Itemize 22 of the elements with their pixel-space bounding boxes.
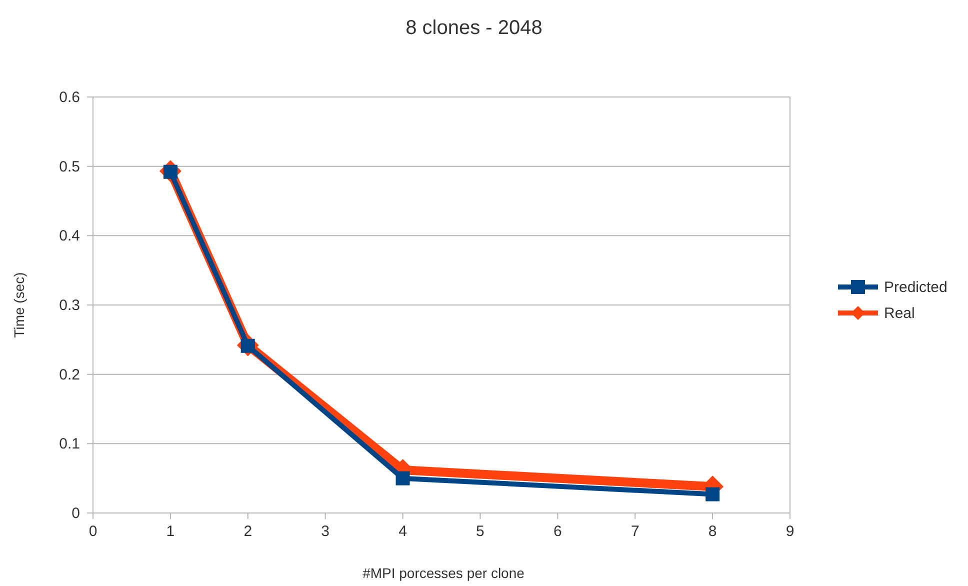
- chart-title: 8 clones - 2048: [406, 17, 542, 39]
- x-tick-label: 4: [398, 523, 407, 540]
- x-tick-label: 6: [553, 523, 562, 540]
- x-tick-label: 0: [88, 523, 98, 540]
- y-tick-label: 0: [72, 505, 80, 522]
- y-tick-label: 0.6: [59, 89, 80, 106]
- x-tick-label: 5: [476, 523, 484, 540]
- x-axis-title: #MPI porcesses per clone: [362, 565, 525, 581]
- y-tick-label: 0.5: [59, 158, 80, 176]
- y-tick-label: 0.1: [59, 436, 80, 453]
- x-tick-label: 1: [166, 523, 175, 540]
- x-tick-label: 3: [321, 523, 330, 540]
- legend-label: Real: [884, 305, 915, 322]
- legend-label: Predicted: [884, 279, 948, 296]
- x-tick-label: 9: [786, 523, 794, 540]
- x-tick-label: 7: [630, 523, 640, 540]
- y-axis-title: Time (sec): [11, 272, 27, 338]
- y-tick-label: 0.4: [59, 228, 80, 245]
- y-tick-label: 0.3: [59, 297, 80, 314]
- y-tick-label: 0.2: [59, 366, 80, 384]
- x-tick-label: 2: [244, 523, 252, 540]
- x-tick-label: 8: [708, 523, 717, 540]
